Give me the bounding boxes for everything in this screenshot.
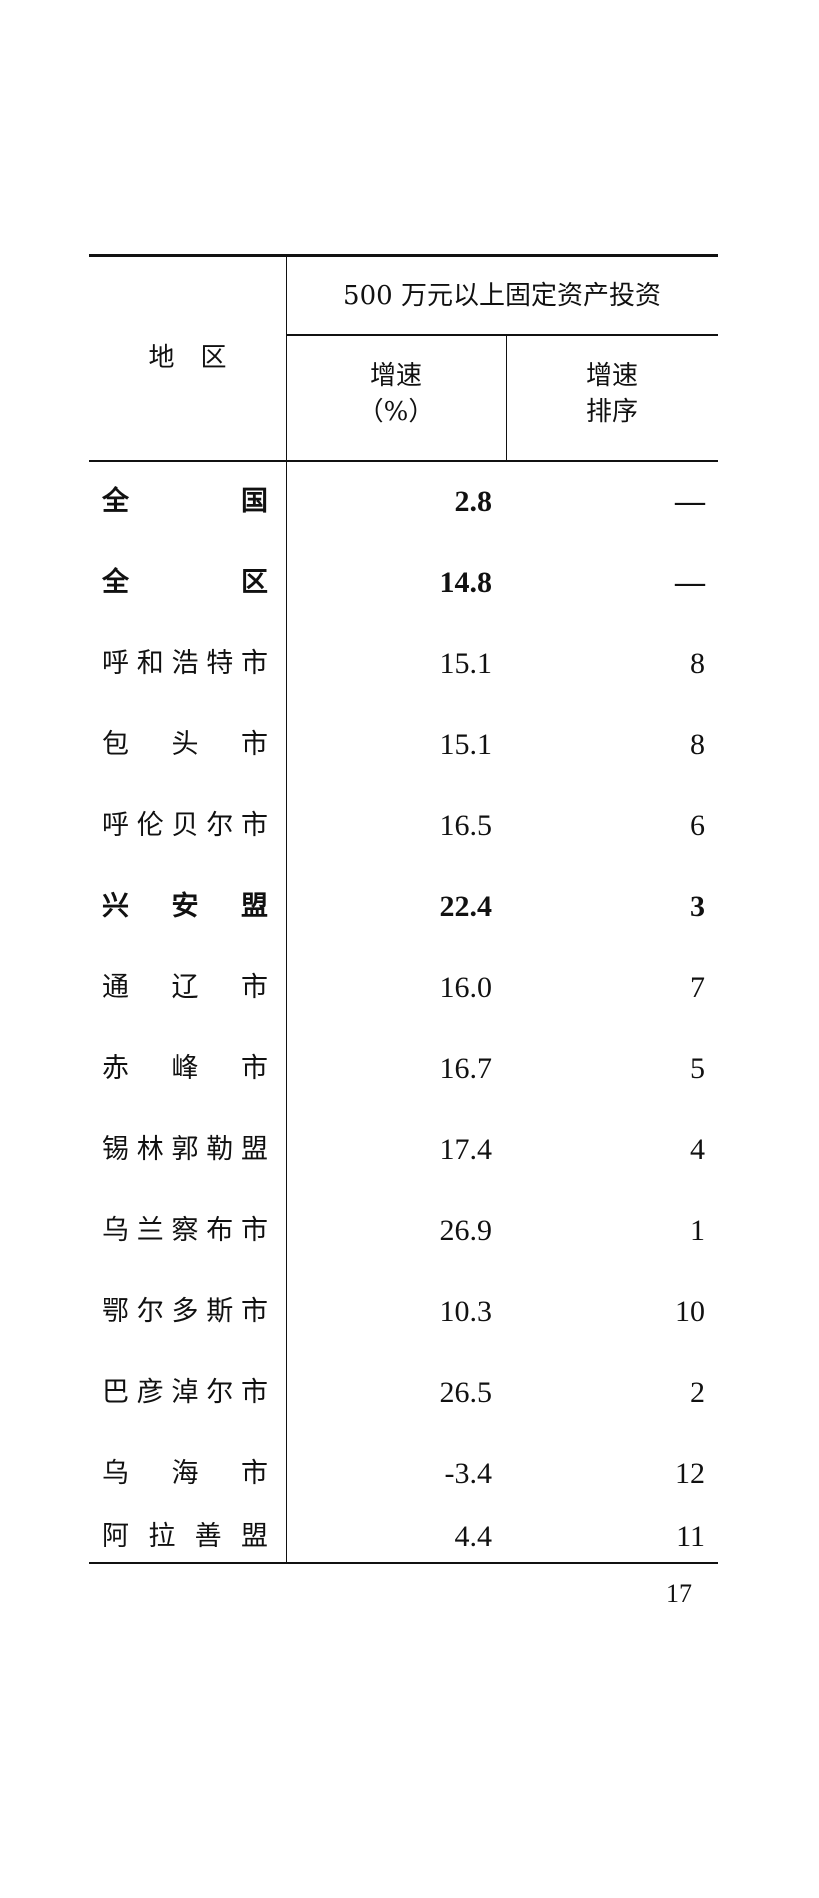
growth-rank: — [675,566,705,599]
header-region: 地 区 [148,343,227,373]
growth-rank: 11 [676,1520,705,1553]
growth-value: 26.5 [439,1376,493,1409]
growth-value: 16.0 [439,971,493,1004]
region-name: 通辽市 [102,972,268,1003]
growth-rank: — [675,485,705,518]
growth-rank: 1 [690,1214,705,1247]
growth-rank: 5 [690,1052,705,1085]
header-group-title: 500 万元以上固定资产投资 [343,281,661,311]
growth-value: 15.1 [439,728,493,761]
region-name: 阿拉善盟 [102,1521,268,1552]
growth-value: 16.7 [439,1052,493,1085]
growth-value: 14.8 [439,566,493,599]
region-name: 兴安盟 [102,891,268,922]
growth-value: -3.4 [444,1457,493,1490]
region-name: 乌海市 [102,1458,268,1489]
header-rank: 增速 排序 [506,358,718,430]
region-name: 赤峰市 [102,1053,268,1084]
region-name: 全国 [102,486,268,517]
region-name: 乌兰察布市 [102,1215,268,1246]
growth-value: 15.1 [439,647,493,680]
growth-rank: 10 [675,1295,705,1328]
growth-rank: 3 [690,890,705,923]
header-growth: 增速 （%） [286,358,506,430]
growth-value: 17.4 [439,1133,493,1166]
growth-value: 10.3 [439,1295,493,1328]
rank-column-divider [506,335,507,461]
growth-rank: 12 [675,1457,705,1490]
growth-rank: 8 [690,647,705,680]
region-name: 巴彦淖尔市 [102,1377,268,1408]
region-column-divider [286,256,287,1564]
header-growth-line2: （%） [357,397,435,427]
header-rank-line2: 排序 [585,397,638,427]
region-name: 锡林郭勒盟 [102,1134,268,1165]
region-name: 鄂尔多斯市 [102,1296,268,1327]
growth-rank: 6 [690,809,705,842]
bottom-rule [89,1562,718,1564]
growth-rank: 4 [690,1133,705,1166]
header-bottom-rule [89,460,718,462]
growth-rank: 2 [690,1376,705,1409]
header-rank-line1: 增速 [585,361,638,391]
growth-value: 22.4 [439,890,493,923]
growth-value: 4.4 [454,1520,493,1553]
top-rule [89,254,718,257]
region-name: 包头市 [102,729,268,760]
header-growth-line1: 增速 [369,361,422,391]
growth-rank: 8 [690,728,705,761]
page-number: 17 [666,1579,692,1608]
growth-rank: 7 [690,971,705,1004]
growth-value: 26.9 [439,1214,493,1247]
group-header-rule [286,334,718,336]
region-name: 呼和浩特市 [102,648,268,679]
region-name: 呼伦贝尔市 [102,810,268,841]
region-name: 全区 [102,567,268,598]
growth-value: 16.5 [439,809,493,842]
growth-value: 2.8 [454,485,493,518]
